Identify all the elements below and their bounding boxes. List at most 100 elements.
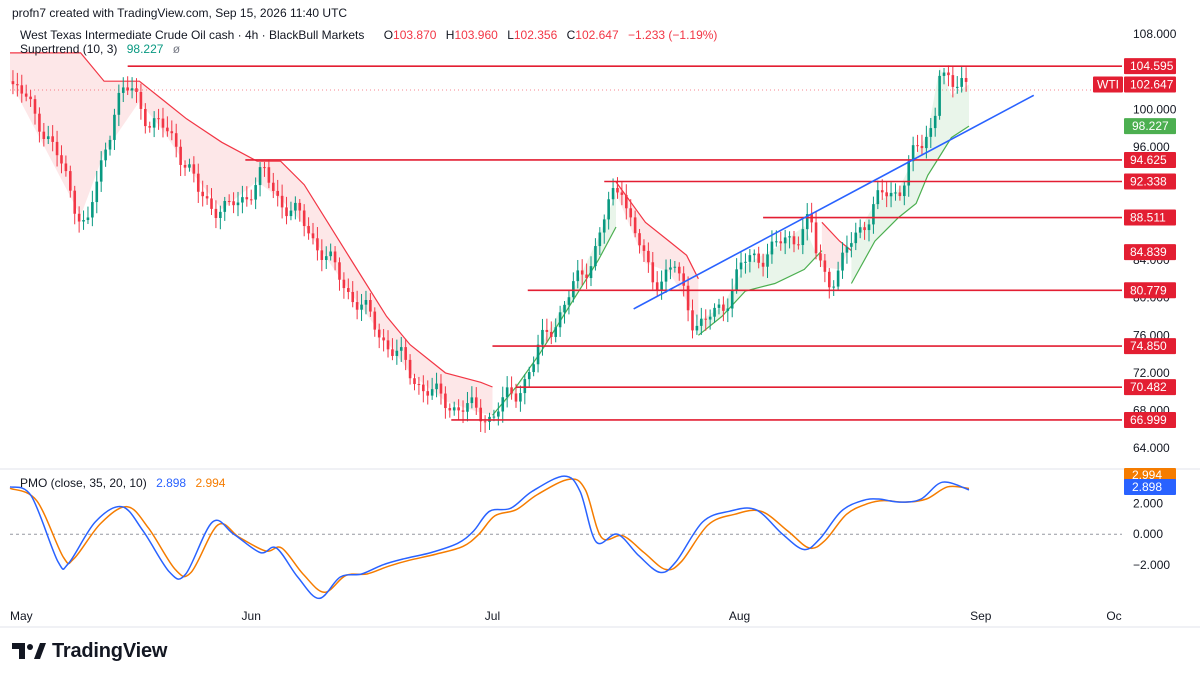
candle-body: [73, 190, 77, 214]
brand-name: TradingView: [52, 639, 168, 662]
candle-body: [752, 253, 756, 256]
supertrend-line-up: [698, 250, 823, 336]
candle-body: [307, 226, 310, 234]
candle-body: [223, 200, 227, 212]
candle-body: [911, 145, 915, 162]
supertrend-fill-down: [821, 222, 852, 270]
candle-body: [483, 421, 487, 423]
candle-body: [369, 299, 372, 312]
symbol-legend: West Texas Intermediate Crude Oil cash ·…: [20, 28, 717, 42]
candle-body: [148, 126, 152, 128]
candle-body: [276, 190, 280, 196]
candle-body: [664, 269, 668, 282]
candle-body: [417, 384, 421, 386]
candle-body: [377, 329, 381, 338]
candle-body: [20, 85, 24, 94]
candle-body: [461, 410, 465, 412]
candle-body: [567, 297, 571, 305]
candle-body: [69, 171, 72, 191]
candle-body: [947, 72, 950, 76]
y-tick-label: 108.000: [1133, 27, 1177, 41]
pmo-axis-label: 2.898: [1132, 480, 1162, 494]
candle-body: [395, 350, 399, 356]
level-label: 74.850: [1130, 339, 1167, 353]
candle-body: [686, 285, 690, 311]
candle-body: [294, 202, 297, 211]
candle-body: [770, 241, 774, 255]
candle-body: [104, 149, 107, 161]
candle-body: [333, 251, 337, 263]
candle-body: [788, 236, 791, 238]
candle-body: [841, 252, 844, 271]
candle-body: [373, 311, 377, 330]
candle-body: [267, 167, 271, 183]
x-tick-label: Aug: [729, 609, 750, 623]
supertrend-fill-up: [851, 67, 969, 284]
candle-body: [324, 256, 328, 261]
candle-body: [439, 383, 443, 394]
candle-body: [64, 163, 68, 172]
candle-body: [108, 139, 112, 150]
candle-body: [655, 282, 659, 291]
candle-body: [342, 279, 346, 289]
candle-body: [245, 197, 249, 200]
candle-body: [46, 136, 50, 140]
candle-body: [805, 214, 809, 230]
candle-body: [157, 118, 160, 120]
candle-body: [580, 270, 584, 275]
candle-body: [845, 246, 849, 253]
candle-body: [554, 327, 558, 337]
level-label: 66.999: [1130, 413, 1167, 427]
candle-body: [867, 224, 871, 231]
candle-body: [792, 236, 796, 245]
candle-body: [435, 383, 438, 390]
candle-body: [629, 208, 633, 218]
candle-body: [201, 191, 204, 197]
level-label-box: [1124, 58, 1176, 75]
candle-body: [99, 160, 103, 182]
candle-body: [86, 217, 90, 221]
supertrend-value-label: 98.227: [1132, 119, 1169, 133]
candle-body: [858, 227, 862, 233]
candle-body: [602, 219, 606, 233]
candle-body: [135, 88, 138, 92]
tradingview-logo[interactable]: TradingView: [12, 638, 167, 664]
candle-body: [642, 245, 646, 251]
candle-body: [872, 204, 875, 225]
candle-body: [898, 192, 902, 197]
candle-body: [38, 113, 41, 132]
candle-body: [42, 131, 46, 140]
level-label: 94.625: [1130, 153, 1167, 167]
supertrend-line-down: [615, 181, 699, 280]
pmo-y-tick-label: 0.000: [1133, 527, 1163, 541]
candle-body: [620, 192, 624, 195]
supertrend-legend: Supertrend (10, 3) 98.227 ø: [20, 42, 180, 56]
candle-body: [236, 202, 240, 206]
candle-body: [285, 207, 288, 217]
last-symbol-label: WTI: [1097, 77, 1119, 91]
candle-body: [452, 407, 456, 411]
candle-body: [448, 408, 452, 411]
candle-body: [152, 118, 156, 128]
last-price-box: [1124, 76, 1176, 93]
candle-body: [708, 316, 712, 320]
candle-body: [549, 331, 553, 337]
candle-body: [205, 196, 209, 199]
symbol-title: West Texas Intermediate Crude Oil cash ·…: [20, 28, 365, 42]
candle-body: [730, 289, 734, 309]
candle-body: [532, 364, 535, 373]
level-label-box: [1124, 411, 1176, 428]
candle-body: [541, 329, 544, 345]
candle-body: [726, 308, 730, 311]
x-tick-label: Jun: [242, 609, 261, 623]
candle-body: [514, 393, 518, 402]
candle-body: [527, 372, 531, 380]
candle-body: [819, 253, 822, 261]
candle-body: [382, 337, 385, 341]
candle-body: [24, 93, 28, 97]
x-tick-label: Jul: [485, 609, 500, 623]
candle-body: [925, 136, 928, 149]
candle-body: [249, 199, 253, 201]
level-label-box: [1124, 151, 1176, 168]
